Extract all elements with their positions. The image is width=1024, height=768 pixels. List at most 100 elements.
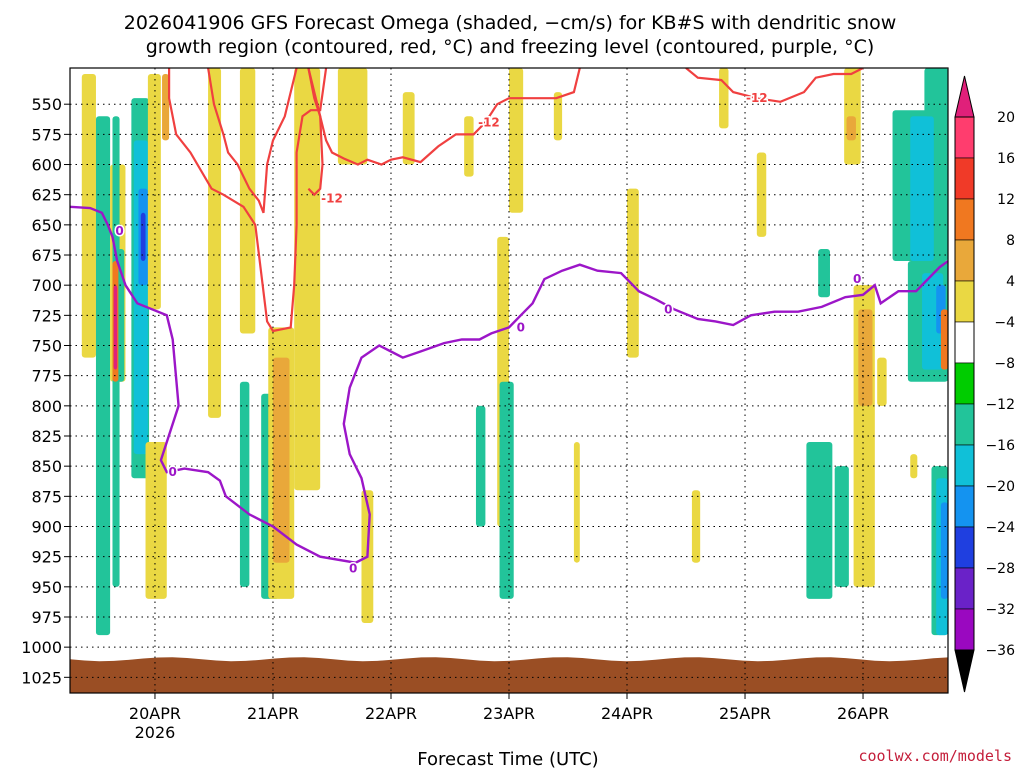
colorbar-label-5: −4 [994,315,1015,331]
omega-region-24 [464,116,474,177]
omega-region-19 [272,357,290,563]
x-tick-label-21APR: 21APR [247,704,299,723]
omega-region-23 [402,92,415,165]
colorbar-label-8: −16 [985,438,1015,454]
x-tick-sublabel-20APR: 2026 [135,723,176,742]
axes: 550 575 600 625 650 675 700 725 750 775 800 825 850 8… [21,67,949,742]
title-line-2: growth region (contoured, red, °C) and f… [146,36,875,58]
colorbar-label-11: −28 [985,561,1015,577]
y-tick-label-550: 550 [31,95,62,114]
y-tick-label-900: 900 [31,517,62,536]
y-tick-label-875: 875 [31,487,62,506]
omega-region-33 [719,68,729,129]
plot-area: -12 -12 -12 0 0 0 0 0 0 [70,68,948,693]
colorbar-swatch-0 [954,116,975,159]
colorbar-swatch-4 [954,280,975,323]
y-tick-label-600: 600 [31,156,62,175]
omega-region-28 [509,68,524,213]
colorbar-swatch-12 [954,608,975,651]
freezing-level-label-3: 0 [517,320,525,334]
chart-title: 2026041906 GFS Forecast Omega (shaded, −… [124,12,896,58]
colorbar-top-arrow [954,75,975,118]
colorbar-swatch-3 [954,239,975,282]
colorbar-swatch-7 [954,403,975,446]
colorbar-label-6: −8 [994,356,1015,372]
dgz-contour-line-3 [307,68,324,197]
plot-content: -12 -12 -12 0 0 0 0 0 0 [70,68,948,693]
omega-region-31 [627,188,639,358]
y-tick-label-975: 975 [31,608,62,627]
y-tick-label-775: 775 [31,367,62,386]
x-tick-label-20APR: 20APR [129,704,181,723]
y-tick-label-725: 725 [31,306,62,325]
freezing-level-line [70,205,948,564]
y-tick-label-1000: 1000 [21,638,62,657]
dgz-contours: -12 -12 -12 [168,68,864,333]
omega-region-34 [756,152,767,237]
colorbar-label-9: −20 [985,479,1015,495]
colorbar-label-7: −12 [985,397,1015,413]
x-tick-label-24APR: 24APR [601,704,653,723]
colorbar-swatch-8 [954,444,975,487]
omega-region-43 [910,454,918,479]
y-tick-label-625: 625 [31,186,62,205]
x-axis-title: Forecast Time (UTC) [417,749,598,768]
colorbar-swatch-9 [954,485,975,528]
omega-region-32 [691,490,701,563]
colorbar-label-4: 4 [1006,274,1015,290]
freezing-level-label-1: 0 [168,465,176,479]
colorbar-swatch-5 [954,321,975,364]
colorbar: 20 16 12 8 4 −4 −8 −12 −16 −20 −24 −28 −32 −36 [954,75,1015,693]
omega-region-11 [147,74,161,310]
omega-region-49 [924,68,948,117]
omega-region-53 [940,309,948,370]
omega-region-8 [133,140,148,455]
omega-region-20 [294,68,321,491]
dgz-contour-line-0 [168,68,328,333]
freezing-level-label-0: 0 [115,224,123,238]
colorbar-swatch-6 [954,362,975,405]
ground-surface [70,657,948,693]
y-tick-label-1025: 1025 [21,668,62,687]
y-tick-label-925: 925 [31,548,62,567]
omega-region-52 [940,502,948,599]
colorbar-frame [954,116,975,651]
omega-region-27 [499,381,514,599]
freezing-level-contour: 0 0 0 0 0 0 [70,205,948,577]
colorbar-label-10: −24 [985,520,1015,536]
freezing-level-label-4: 0 [664,302,672,316]
omega-region-39 [846,116,856,141]
omega-region-13 [145,442,167,599]
y-tick-label-950: 950 [31,578,62,597]
dgz-contour-line-4 [685,68,864,103]
omega-region-10 [140,212,146,262]
x-tick-label-26APR: 26APR [837,704,889,723]
omega-region-38 [844,68,861,165]
omega-region-15 [239,68,256,334]
omega-region-35 [806,442,833,599]
y-tick-label-850: 850 [31,457,62,476]
y-tick-label-800: 800 [31,397,62,416]
y-tick-label-700: 700 [31,276,62,295]
dgz-contour-label-2: -12 [746,91,768,105]
y-tick-label-575: 575 [31,125,62,144]
omega-region-41 [858,309,873,406]
gridlines [70,68,948,693]
omega-region-14 [208,68,222,418]
omega-region-21 [337,68,368,165]
x-tick-label-23APR: 23APR [483,704,535,723]
dgz-contour-line-1 [207,68,298,214]
colorbar-label-13: −36 [985,643,1015,659]
colorbar-label-2: 12 [997,192,1015,208]
dgz-contour-label-1: -12 [478,115,500,129]
omega-region-16 [239,381,250,587]
omega-region-37 [818,248,830,298]
omega-region-0 [81,74,96,358]
omega-region-30 [573,442,580,563]
omega-region-29 [553,92,563,141]
title-line-1: 2026041906 GFS Forecast Omega (shaded, −… [124,12,896,34]
dgz-contour-line-2 [307,68,581,166]
omega-region-42 [877,357,887,406]
colorbar-label-1: 16 [997,151,1015,167]
